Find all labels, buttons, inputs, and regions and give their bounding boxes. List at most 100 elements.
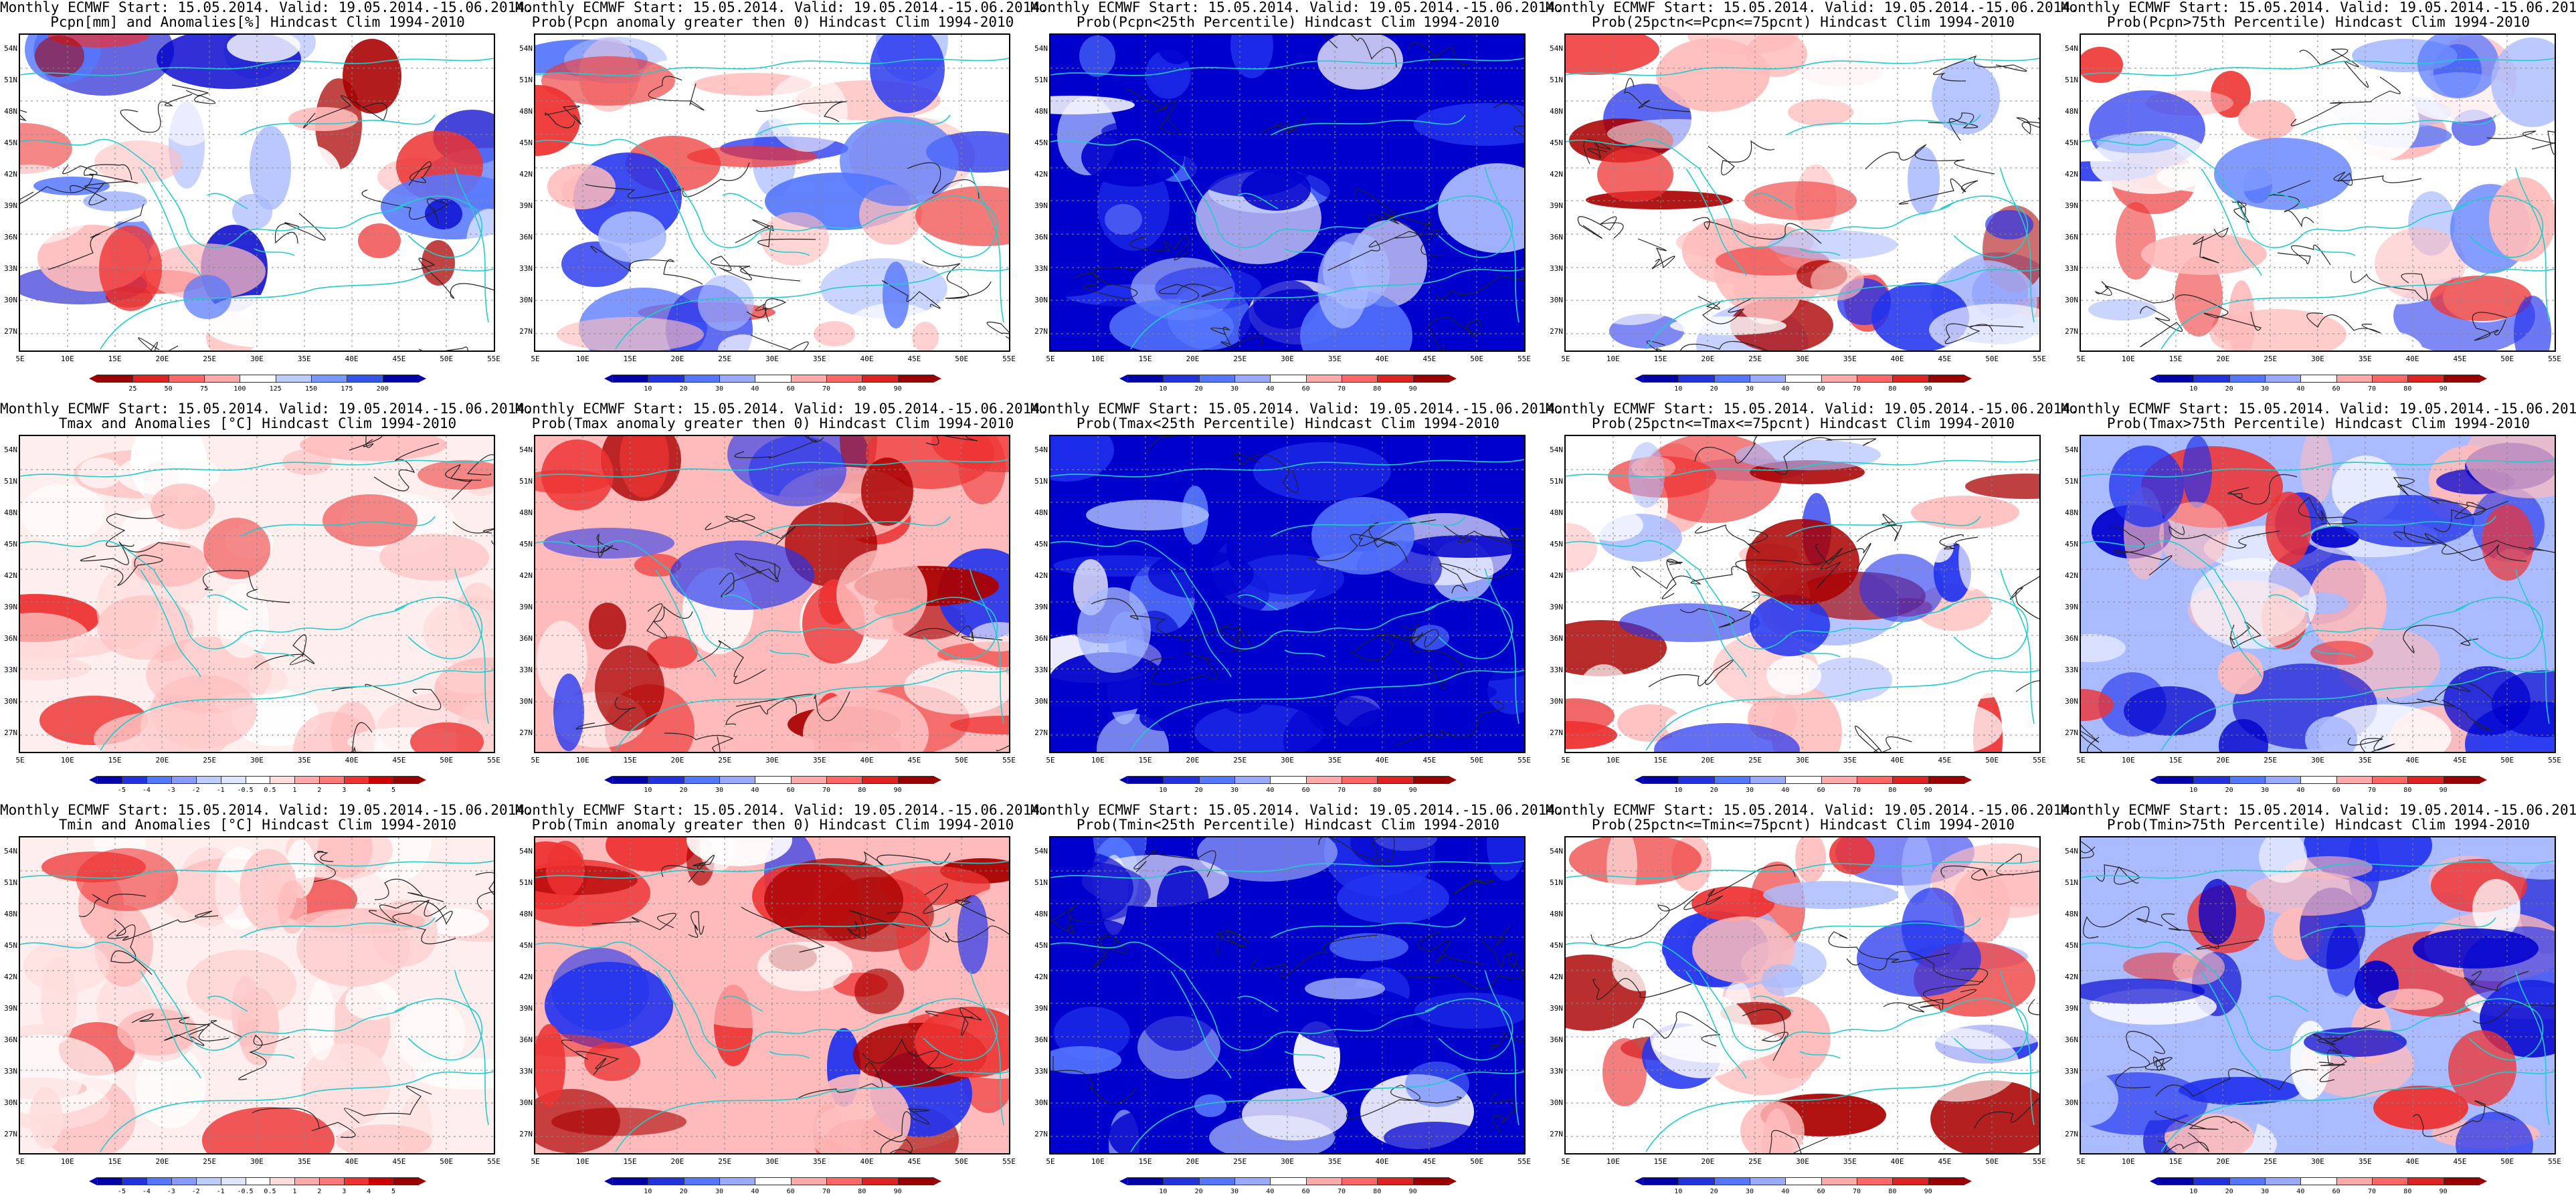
field-region	[1583, 509, 1643, 541]
lon-tick-label: 5E	[2076, 355, 2086, 363]
panel-title-line2: Prob(Tmax<25th Percentile) Hindcast Clim…	[1076, 415, 1500, 431]
isoline	[2096, 864, 2140, 885]
lat-tick-label: 30N	[2065, 697, 2078, 706]
colorbar-tick-label: 60	[786, 787, 795, 794]
coastline	[1130, 670, 1524, 751]
lon-tick-label: 25E	[1233, 756, 1247, 765]
lon-tick-label: 55E	[487, 756, 500, 765]
coastline	[1050, 459, 1524, 478]
field-region	[202, 1107, 335, 1153]
panel-title-line2: Prob(Tmax>75th Percentile) Hindcast Clim…	[2106, 415, 2531, 431]
coastline	[755, 114, 951, 136]
colorbar-arrow-left	[1119, 776, 1127, 784]
colorbar-swatch	[2372, 776, 2409, 784]
colorbar-swatch	[1857, 1177, 1894, 1185]
coastline	[970, 569, 1004, 724]
field-region	[1405, 535, 1524, 558]
field-region	[879, 866, 990, 905]
colorbar-tick-label: 20	[1194, 385, 1203, 393]
lon-tick-label: 20E	[2216, 756, 2230, 765]
lat-tick-label: 42N	[1550, 973, 1563, 981]
lon-tick-label: 5E	[15, 1157, 25, 1166]
lat-tick-label: 51N	[519, 76, 533, 84]
isoline	[1772, 437, 1877, 475]
map-area	[534, 836, 1010, 1155]
colorbar-swatch	[240, 375, 276, 383]
colorbar-swatch	[790, 1177, 827, 1185]
colorbar-arrow-right	[1964, 776, 1972, 784]
panel-title-line2: Prob(Tmin>75th Percentile) Hindcast Clim…	[2106, 817, 2531, 833]
map-field-svg	[2081, 35, 2555, 350]
isoline	[445, 464, 482, 500]
colorbar-swatch	[2407, 1177, 2444, 1185]
lat-tick-label: 33N	[1034, 666, 1048, 674]
field-region	[1766, 656, 1821, 695]
map-area	[1564, 33, 2041, 352]
colorbar-arrow-left	[2150, 1177, 2158, 1185]
field-region	[1233, 555, 1344, 603]
colorbar-swatch	[2407, 375, 2444, 383]
colorbar-tick-label: -0.5	[237, 1188, 254, 1195]
lat-tick-label: 33N	[519, 1067, 533, 1076]
lon-tick-label: 40E	[1375, 355, 1389, 363]
isoline	[70, 181, 131, 205]
isoline	[1928, 112, 1979, 141]
isoline	[2231, 200, 2250, 223]
field-region	[422, 240, 455, 286]
field-region	[2345, 330, 2423, 350]
colorbar-swatch	[97, 1177, 122, 1185]
coastline	[454, 168, 489, 323]
map-area	[2080, 435, 2556, 753]
field-region	[1744, 181, 1857, 220]
colorbar-tick-label: 60	[1301, 787, 1310, 794]
colorbar-swatch	[897, 1177, 934, 1185]
lon-tick-label: 5E	[1561, 355, 1570, 363]
field-region	[1859, 554, 1944, 622]
coastline	[2301, 114, 2496, 136]
field-region	[2088, 299, 2156, 320]
field-region	[1692, 916, 1795, 983]
colorbar-swatch	[862, 776, 899, 784]
lat-tick-label: 39N	[4, 603, 17, 611]
colorbar-swatch	[2300, 776, 2337, 784]
lon-tick-label: 35E	[297, 756, 311, 765]
field-region	[1420, 290, 1521, 326]
colorbar-swatch	[1750, 1177, 1786, 1185]
field-region	[2311, 526, 2359, 548]
coastline	[1940, 195, 2029, 258]
colorbar-swatch	[2265, 1177, 2302, 1185]
lat-tick-label: 51N	[1034, 477, 1048, 486]
field-region	[728, 35, 856, 59]
field-region	[35, 35, 84, 77]
field-region	[2096, 133, 2178, 153]
field-region	[1932, 61, 2000, 134]
field-region	[1414, 103, 1524, 146]
field-region	[1182, 955, 1303, 991]
isoline	[725, 698, 797, 726]
coastline	[2268, 995, 2356, 1059]
coastline	[2515, 971, 2550, 1126]
field-region	[2141, 233, 2267, 275]
colorbar-swatch	[1750, 375, 1786, 383]
lon-tick-label: 15E	[108, 1157, 122, 1166]
colorbar-swatch	[1643, 776, 1679, 784]
colorbar-swatch	[1821, 375, 1857, 383]
isoline	[1708, 140, 1775, 175]
field-region	[296, 909, 410, 987]
lon-tick-label: 20E	[155, 1157, 169, 1166]
colorbar-swatch	[1127, 375, 1164, 383]
isoline	[2333, 171, 2422, 186]
coastline	[1271, 114, 1466, 136]
field-region	[1283, 696, 1397, 752]
lon-tick-label: 10E	[575, 1157, 589, 1166]
isoline	[1093, 933, 1128, 968]
lon-tick-label: 30E	[1281, 1157, 1294, 1166]
isoline	[1923, 968, 1989, 1005]
isoline	[591, 912, 676, 930]
lon-tick-label: 10E	[60, 756, 74, 765]
field-region	[2305, 716, 2357, 752]
colorbar-tick-label: 100	[234, 385, 246, 393]
lon-tick-label: 20E	[1701, 756, 1715, 765]
colorbar-tick-label: 20	[679, 787, 688, 794]
isoline	[846, 851, 951, 866]
